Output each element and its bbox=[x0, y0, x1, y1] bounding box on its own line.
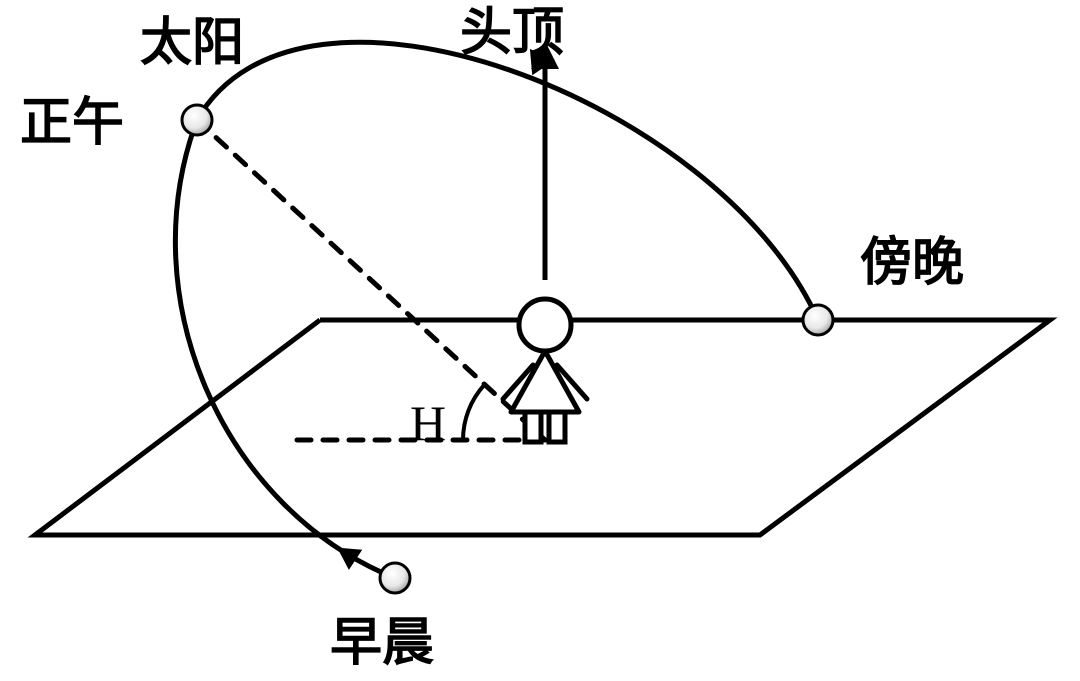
noon-altitude-construction bbox=[197, 120, 545, 440]
label-altitude-H: H bbox=[410, 395, 446, 451]
label-morning: 早晨 bbox=[330, 615, 434, 672]
zenith-line bbox=[531, 41, 559, 280]
label-evening: 傍晚 bbox=[860, 234, 964, 292]
sun-evening-icon bbox=[803, 305, 833, 335]
label-noon: 正午 bbox=[20, 94, 124, 152]
sun-path-arc bbox=[175, 42, 818, 578]
sun-morning-icon bbox=[380, 563, 410, 593]
sun-noon-icon bbox=[182, 105, 212, 135]
label-zenith: 头顶 bbox=[460, 5, 564, 62]
label-sun: 太阳 bbox=[140, 14, 244, 72]
